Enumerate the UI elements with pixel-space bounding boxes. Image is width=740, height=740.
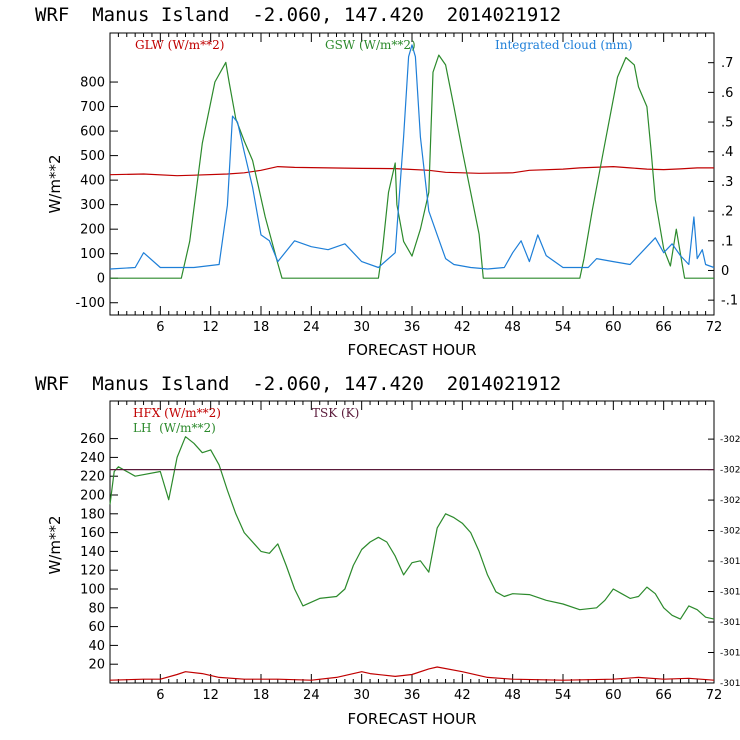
y2-tick-label: 0 <box>721 264 729 279</box>
x-tick-label: 42 <box>454 688 471 703</box>
x-tick-label: 60 <box>605 320 622 335</box>
top-x-axis-label: FORECAST HOUR <box>347 341 476 359</box>
top-title: WRF Manus Island -2.060, 147.420 2014021… <box>35 4 561 26</box>
x-tick-label: 66 <box>655 688 672 703</box>
panel-top: WRF Manus Island -2.060, 147.420 2014021… <box>35 4 738 359</box>
y2-tick-label: -301.2 <box>720 649 740 659</box>
y-tick-label: 120 <box>80 564 105 579</box>
x-tick-label: 36 <box>404 320 421 335</box>
y-tick-label: 160 <box>80 526 105 541</box>
panel-bottom: WRF Manus Island -2.060, 147.420 2014021… <box>35 373 740 728</box>
x-tick-label: 6 <box>156 320 164 335</box>
x-tick-label: 66 <box>655 320 672 335</box>
y2-tick-label: -301.6 <box>720 588 740 598</box>
x-tick-label: 48 <box>504 320 521 335</box>
y2-tick-label: .1 <box>721 234 733 249</box>
y2-tick-label: -302.6 <box>720 435 740 445</box>
y-tick-label: 300 <box>80 198 105 213</box>
x-tick-label: 36 <box>404 688 421 703</box>
y2-tick-label: -301.8 <box>720 557 740 567</box>
y2-tick-label: -.1 <box>721 294 738 309</box>
y-tick-label: 100 <box>80 583 105 598</box>
x-tick-label: 48 <box>504 688 521 703</box>
x-tick-label: 54 <box>555 688 572 703</box>
bottom-title: WRF Manus Island -2.060, 147.420 2014021… <box>35 373 561 395</box>
y-tick-label: 60 <box>88 620 105 635</box>
y2-tick-label: -302.4 <box>720 466 740 476</box>
y-tick-label: 220 <box>80 470 105 485</box>
y-tick-label: 100 <box>80 247 105 262</box>
top-legend-glw: GLW (W/m**2) <box>135 38 224 52</box>
y-tick-label: 200 <box>80 223 105 238</box>
bottom-ticks <box>110 401 714 684</box>
y2-tick-label: -301.0 <box>720 679 740 689</box>
y2-tick-label: .6 <box>721 86 733 101</box>
y2-tick-label: -302.2 <box>720 496 740 506</box>
bottom-x-tick-labels: 6 12 18 24 30 36 42 48 54 60 66 72 <box>156 688 722 703</box>
y-tick-label: 180 <box>80 507 105 522</box>
y-tick-label: 40 <box>88 639 105 654</box>
bottom-legend-lh: LH (W/m**2) <box>133 421 216 435</box>
x-tick-label: 30 <box>353 320 370 335</box>
bottom-y2-tick-labels: -301.0 -301.2 -301.4 -301.6 -301.8 -302.0 -302… <box>720 435 740 689</box>
x-tick-label: 12 <box>202 320 219 335</box>
top-y-tick-labels: -100 0 100 200 300 400 500 600 700 800 <box>75 76 105 312</box>
y-tick-label: 140 <box>80 545 105 560</box>
y-tick-label: 600 <box>80 125 105 140</box>
y2-tick-label: .2 <box>721 205 733 220</box>
y-tick-label: 80 <box>88 601 105 616</box>
y-tick-label: 200 <box>80 489 105 504</box>
series-line-integrated <box>109 44 715 270</box>
x-tick-label: 18 <box>253 320 270 335</box>
x-tick-label: 12 <box>202 688 219 703</box>
x-tick-label: 24 <box>303 688 320 703</box>
x-tick-label: 30 <box>353 688 370 703</box>
top-legend-gsw: GSW (W/m**2) <box>325 38 416 52</box>
top-y2-tick-labels: -.1 0 .1 .2 .3 .4 .5 .6 .7 <box>721 56 738 308</box>
bottom-series-lines <box>109 436 715 681</box>
x-tick-label: 24 <box>303 320 320 335</box>
top-ticks <box>110 33 714 315</box>
bottom-y-tick-labels: 20 40 60 80 100 120 140 160 180 200 220 240 260 <box>80 432 105 673</box>
y2-tick-label: .5 <box>721 116 733 131</box>
y-tick-label: -100 <box>75 296 105 311</box>
y-tick-label: 500 <box>80 149 105 164</box>
y2-tick-label: -301.4 <box>720 618 740 628</box>
x-tick-label: 42 <box>454 320 471 335</box>
x-tick-label: 18 <box>253 688 270 703</box>
x-tick-label: 72 <box>706 320 723 335</box>
x-tick-label: 6 <box>156 688 164 703</box>
top-x-tick-labels: 6 12 18 24 30 36 42 48 54 60 66 72 <box>156 320 722 335</box>
top-plot-frame <box>109 32 715 316</box>
y-tick-label: 240 <box>80 451 105 466</box>
top-y-axis-label: W/m**2 <box>46 154 64 213</box>
y-tick-label: 800 <box>80 76 105 91</box>
bottom-plot-frame <box>109 400 715 684</box>
top-legend-cloud: Integrated cloud (mm) <box>495 38 633 52</box>
y-tick-label: 400 <box>80 174 105 189</box>
y2-tick-label: .3 <box>721 175 733 190</box>
y2-tick-label: .7 <box>721 56 733 71</box>
y-tick-label: 20 <box>88 658 105 673</box>
bottom-y-axis-label: W/m**2 <box>46 515 64 574</box>
y2-tick-label: -302.0 <box>720 527 740 537</box>
bottom-legend-hfx: HFX (W/m**2) <box>133 406 221 420</box>
x-tick-label: 72 <box>706 688 723 703</box>
y2-tick-label: .4 <box>721 145 733 160</box>
y-tick-label: 700 <box>80 100 105 115</box>
series-line-glw <box>109 166 714 177</box>
bottom-x-axis-label: FORECAST HOUR <box>347 710 476 728</box>
bottom-legend-tsk: TSK (K) <box>312 406 359 420</box>
y-tick-label: 0 <box>97 272 105 287</box>
series-line-hfx <box>109 666 715 681</box>
top-series-lines <box>109 44 715 279</box>
y-tick-label: 260 <box>80 432 105 447</box>
x-tick-label: 54 <box>555 320 572 335</box>
x-tick-label: 60 <box>605 688 622 703</box>
series-line-lh <box>109 436 715 620</box>
series-line-gsw <box>110 54 714 279</box>
